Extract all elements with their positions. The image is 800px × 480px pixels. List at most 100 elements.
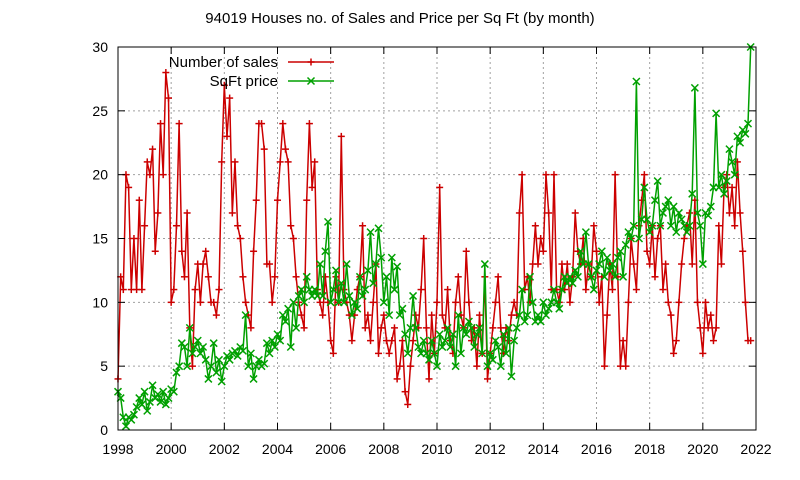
data-point: [728, 183, 736, 191]
data-point: [175, 362, 184, 371]
data-point: [153, 390, 162, 399]
x-tick-label: 2022: [740, 441, 771, 457]
data-point: [300, 298, 309, 307]
data-point: [316, 260, 325, 269]
data-point: [167, 298, 175, 306]
data-point: [720, 189, 729, 198]
data-point: [733, 132, 742, 141]
x-tick-label: 2014: [528, 441, 559, 457]
data-point: [350, 298, 359, 307]
data-point: [576, 247, 585, 256]
data-point: [510, 298, 518, 306]
data-point: [428, 311, 436, 319]
data-point: [440, 336, 450, 345]
data-point: [728, 157, 737, 166]
data-point: [616, 247, 625, 256]
data-point: [589, 285, 598, 294]
data-point: [656, 221, 665, 230]
data-point: [353, 304, 362, 313]
data-point: [613, 253, 622, 262]
data-point: [172, 368, 181, 377]
data-point: [603, 311, 611, 319]
data-point: [143, 158, 151, 166]
data-point: [130, 235, 138, 242]
data-point: [271, 273, 279, 281]
data-point: [157, 120, 165, 128]
data-point: [135, 394, 144, 403]
data-point: [672, 337, 680, 345]
data-point: [592, 266, 601, 275]
data-point: [659, 286, 667, 294]
data-point: [651, 273, 659, 281]
data-point: [162, 69, 170, 77]
data-point: [388, 337, 396, 345]
data-point: [218, 158, 226, 166]
data-point: [246, 349, 255, 358]
data-point: [375, 349, 383, 357]
chart-title: 94019 Houses no. of Sales and Price per …: [205, 10, 594, 27]
data-point: [539, 298, 548, 307]
data-point: [276, 158, 284, 166]
data-point: [475, 323, 484, 332]
data-point: [686, 209, 694, 217]
data-point: [496, 362, 505, 371]
data-point: [454, 311, 463, 320]
data-point: [281, 145, 289, 153]
data-point: [571, 266, 580, 275]
data-point: [196, 349, 205, 358]
data-point: [329, 349, 337, 357]
data-point: [590, 222, 598, 230]
data-point: [699, 349, 707, 357]
legend-swatch-marker: [307, 58, 315, 66]
data-point: [148, 381, 157, 390]
ticks: 0 5 10 15 20 25 30 1998 2000 2002 2004 2006 2008 2010…: [92, 39, 771, 457]
data-point: [250, 247, 258, 255]
data-point: [236, 235, 244, 242]
data-point: [225, 355, 234, 364]
data-point: [694, 298, 702, 306]
data-point: [289, 235, 297, 242]
y-tick-label: 15: [92, 231, 108, 247]
data-point: [374, 224, 383, 233]
data-point: [297, 285, 306, 294]
data-point: [178, 247, 186, 255]
data-point: [483, 362, 492, 371]
data-point: [149, 145, 157, 153]
data-point: [188, 349, 197, 358]
x-tick-label: 2002: [209, 441, 240, 457]
data-point: [379, 298, 388, 307]
data-point: [135, 196, 143, 204]
x-tick-label: 2016: [581, 441, 612, 457]
x-tick-label: 1998: [102, 441, 133, 457]
data-point: [696, 324, 704, 332]
data-point: [145, 397, 154, 406]
data-point: [669, 202, 678, 211]
data-point: [398, 304, 407, 313]
data-point: [473, 362, 481, 370]
data-point: [438, 311, 446, 319]
data-point: [566, 298, 574, 306]
data-point: [311, 158, 319, 166]
data-point: [238, 346, 247, 355]
data-point: [504, 323, 513, 332]
data-point: [494, 273, 502, 281]
data-point: [207, 362, 216, 371]
data-point: [717, 170, 726, 179]
data-point: [303, 196, 311, 204]
data-point: [452, 298, 460, 306]
data-point: [502, 349, 511, 358]
data-point: [286, 342, 295, 352]
data-point: [262, 339, 271, 348]
data-point: [180, 273, 188, 281]
data-point: [241, 311, 250, 320]
data-point: [741, 129, 750, 138]
data-point: [603, 253, 612, 262]
data-point: [448, 330, 457, 339]
data-point: [231, 158, 239, 166]
data-point: [369, 298, 377, 306]
data-point: [278, 311, 287, 320]
data-point: [385, 311, 394, 320]
data-point: [654, 235, 662, 242]
data-point: [741, 298, 749, 306]
data-point: [488, 355, 497, 364]
